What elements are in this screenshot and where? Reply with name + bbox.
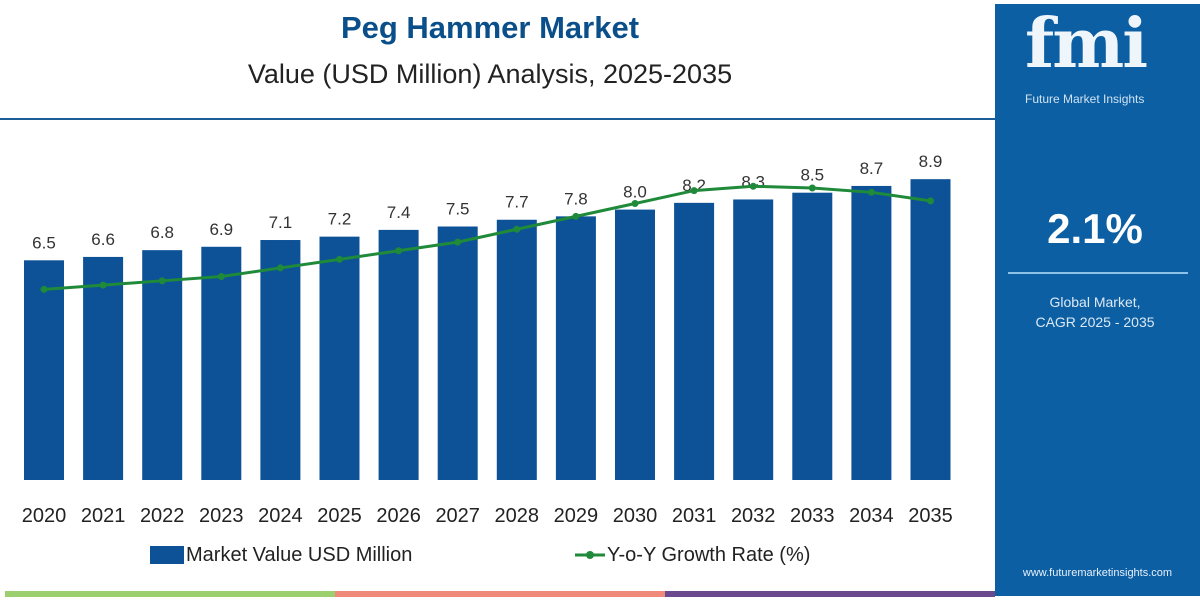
bar-2024 <box>260 240 301 480</box>
growth-point-2021 <box>99 281 107 289</box>
data-label-2022: 6.8 <box>150 223 174 242</box>
sidebar-panel <box>995 4 1200 596</box>
bar-2029 <box>555 216 596 481</box>
data-label-2033: 8.5 <box>800 166 824 185</box>
x-tick-label-2025: 2025 <box>317 505 362 527</box>
x-tick-label-2021: 2021 <box>81 505 126 527</box>
legend: Market Value USD Million Y-o-Y Growth Ra… <box>0 543 990 569</box>
data-label-2026: 7.4 <box>387 203 411 222</box>
header-divider <box>0 118 995 120</box>
bar-2033 <box>792 192 833 480</box>
growth-point-2025 <box>336 255 343 263</box>
x-tick-label-2023: 2023 <box>199 505 244 527</box>
strip-segment <box>5 591 335 597</box>
growth-point-2029 <box>572 212 580 220</box>
x-tick-label-2029: 2029 <box>554 505 599 527</box>
bar-2023 <box>201 246 242 480</box>
growth-point-2035 <box>927 197 934 205</box>
bar-2025 <box>319 236 360 480</box>
growth-point-2022 <box>158 277 166 285</box>
bar-2031 <box>674 202 715 480</box>
data-label-2027: 7.5 <box>446 200 470 219</box>
bar-2035 <box>910 179 951 480</box>
bar-2028 <box>496 219 537 480</box>
growth-rate-line <box>43 184 931 291</box>
legend-label: Y-o-Y Growth Rate (%) <box>607 544 811 566</box>
legend-line-swatch <box>575 551 605 559</box>
legend-label: Market Value USD Million <box>186 544 413 566</box>
x-tick-label-2022: 2022 <box>140 505 185 527</box>
bar-2030 <box>615 209 655 480</box>
website-url: www.futuremarketinsights.com <box>1022 567 1173 579</box>
growth-point-2026 <box>395 247 403 255</box>
growth-point-2027 <box>454 238 462 246</box>
data-label-2028: 7.7 <box>505 193 529 212</box>
bar-2020 <box>24 260 64 480</box>
data-label-2023: 6.9 <box>209 220 233 239</box>
data-label-2020: 6.5 <box>32 233 56 252</box>
bar-2027 <box>437 226 478 480</box>
legend-item-market-value: Market Value USD Million <box>150 543 412 567</box>
x-tick-label-2035: 2035 <box>908 505 953 527</box>
cagr-label-line2: CAGR 2025 - 2035 <box>1035 314 1155 330</box>
cagr-value: 2.1% <box>1047 205 1143 252</box>
data-label-2025: 7.2 <box>328 210 352 229</box>
x-tick-label-2028: 2028 <box>495 505 540 527</box>
growth-point-2031 <box>690 187 698 195</box>
growth-point-2032 <box>749 182 757 190</box>
x-tick-label-2020: 2020 <box>22 505 67 527</box>
legend-item-growth: Y-o-Y Growth Rate (%) <box>575 543 810 567</box>
cagr-divider <box>1008 272 1188 274</box>
growth-point-2020 <box>40 285 48 293</box>
growth-point-2028 <box>513 225 521 233</box>
bar-2021 <box>83 256 124 480</box>
data-label-2035: 8.9 <box>919 152 943 171</box>
bar-2022 <box>142 250 183 480</box>
growth-point-2023 <box>217 273 225 281</box>
cagr-label: Global Market, CAGR 2025 - 2035 <box>995 292 1195 332</box>
growth-point-2024 <box>276 264 284 272</box>
x-tick-label-2033: 2033 <box>790 505 835 527</box>
data-label-2029: 7.8 <box>564 189 588 208</box>
strip-segment <box>335 591 665 597</box>
data-label-2021: 6.6 <box>91 230 115 249</box>
chart-subtitle: Value (USD Million) Analysis, 2025-2035 <box>247 59 733 89</box>
bar-2032 <box>733 199 774 480</box>
data-label-2024: 7.1 <box>269 213 293 232</box>
cagr-label-line1: Global Market, <box>1049 294 1141 310</box>
bar-2026 <box>378 229 419 480</box>
growth-point-2030 <box>631 199 639 207</box>
bottom-color-strip <box>5 591 995 597</box>
x-tick-label-2030: 2030 <box>613 505 658 527</box>
fmi-logo: fmi <box>1025 4 1148 84</box>
x-tick-label-2024: 2024 <box>258 505 303 527</box>
x-tick-label-2031: 2031 <box>672 505 717 527</box>
growth-point-2033 <box>808 184 816 192</box>
data-label-2030: 8.0 <box>623 183 647 202</box>
x-tick-label-2027: 2027 <box>435 505 480 527</box>
x-tick-label-2034: 2034 <box>849 505 894 527</box>
data-label-2034: 8.7 <box>860 159 884 178</box>
x-tick-label-2032: 2032 <box>731 505 776 527</box>
strip-segment <box>665 591 995 597</box>
growth-point-2034 <box>867 188 875 196</box>
bar-line-chart: 6.5 2020 6.6 2021 6.8 2022 6.9 2023 7.1 2024 7.2 20… <box>22 152 953 527</box>
x-tick-label-2026: 2026 <box>376 505 421 527</box>
legend-bar-swatch <box>150 546 184 564</box>
bar-2034 <box>851 185 892 480</box>
logo-subtitle: Future Market Insights <box>1025 92 1145 106</box>
chart-title: Peg Hammer Market <box>340 10 640 45</box>
